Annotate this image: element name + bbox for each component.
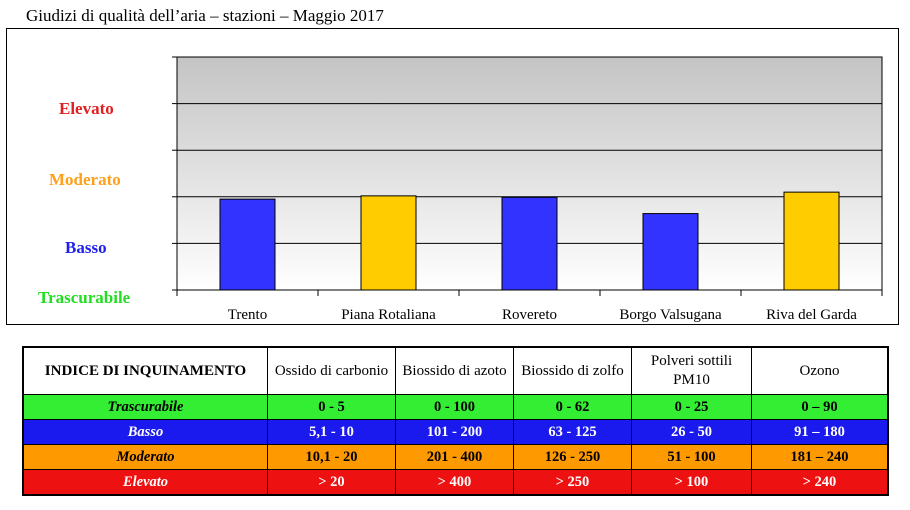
header-biossido-zolfo: Biossido di zolfo (513, 346, 632, 395)
table-cell: 101 - 200 (395, 419, 514, 445)
chart-frame: Trento Piana Rotaliana Rovereto Borgo Valsu… (6, 28, 899, 325)
bar (501, 196, 558, 291)
table-cell: 51 - 100 (631, 444, 752, 470)
table-cell: > 100 (631, 469, 752, 496)
row-level-label: Elevato (22, 469, 268, 496)
table-cell: 0 - 100 (395, 394, 514, 420)
table-cell: 0 - 5 (267, 394, 396, 420)
level-label-basso: Basso (65, 238, 107, 257)
row-level-label: Trascurabile (22, 394, 268, 420)
x-tick-label: Piana Rotaliana (341, 307, 436, 323)
row-level-label: Basso (22, 419, 268, 445)
bar (642, 213, 699, 291)
x-tick-label: Rovereto (502, 307, 557, 323)
table-cell: > 240 (751, 469, 889, 496)
table-header-row: INDICE DI INQUINAMENTO Ossido di carboni… (22, 346, 889, 395)
table-cell: > 250 (513, 469, 632, 496)
level-label-trascurabile: Trascurabile (38, 288, 131, 307)
bar-chart: Trento Piana Rotaliana Rovereto Borgo Valsu… (172, 56, 883, 323)
table-cell: 63 - 125 (513, 419, 632, 445)
header-indice: INDICE DI INQUINAMENTO (22, 346, 268, 395)
x-tick-label: Borgo Valsugana (619, 307, 722, 323)
bar (783, 191, 840, 291)
header-ozono: Ozono (751, 346, 889, 395)
table-cell: > 20 (267, 469, 396, 496)
bar (360, 195, 417, 291)
page-title: Giudizi di qualità dell’aria – stazioni … (26, 6, 384, 25)
level-label-elevato: Elevato (59, 99, 114, 118)
pollution-index-table: INDICE DI INQUINAMENTO Ossido di carboni… (22, 346, 889, 496)
table-cell: > 400 (395, 469, 514, 496)
x-tick-label: Trento (228, 307, 267, 323)
x-tick-label: Riva del Garda (766, 307, 857, 323)
header-biossido-azoto: Biossido di azoto (395, 346, 514, 395)
table-cell: 0 - 62 (513, 394, 632, 420)
table-cell: 181 – 240 (751, 444, 889, 470)
table-row: Moderato 10,1 - 20 201 - 400 126 - 250 5… (22, 444, 889, 470)
table-cell: 126 - 250 (513, 444, 632, 470)
table-row: Trascurabile 0 - 5 0 - 100 0 - 62 0 - 25… (22, 394, 889, 420)
table-cell: 91 – 180 (751, 419, 889, 445)
table-cell: 201 - 400 (395, 444, 514, 470)
table-row: Elevato > 20 > 400 > 250 > 100 > 240 (22, 469, 889, 496)
row-level-label: Moderato (22, 444, 268, 470)
table-cell: 10,1 - 20 (267, 444, 396, 470)
header-pm10: Polveri sottili PM10 (631, 346, 752, 395)
table-cell: 0 - 25 (631, 394, 752, 420)
level-label-moderato: Moderato (49, 170, 121, 189)
table-cell: 0 – 90 (751, 394, 889, 420)
bar (219, 198, 276, 291)
table-cell: 5,1 - 10 (267, 419, 396, 445)
table-row: Basso 5,1 - 10 101 - 200 63 - 125 26 - 5… (22, 419, 889, 445)
header-ossido-carbonio: Ossido di carbonio (267, 346, 396, 395)
table-cell: 26 - 50 (631, 419, 752, 445)
